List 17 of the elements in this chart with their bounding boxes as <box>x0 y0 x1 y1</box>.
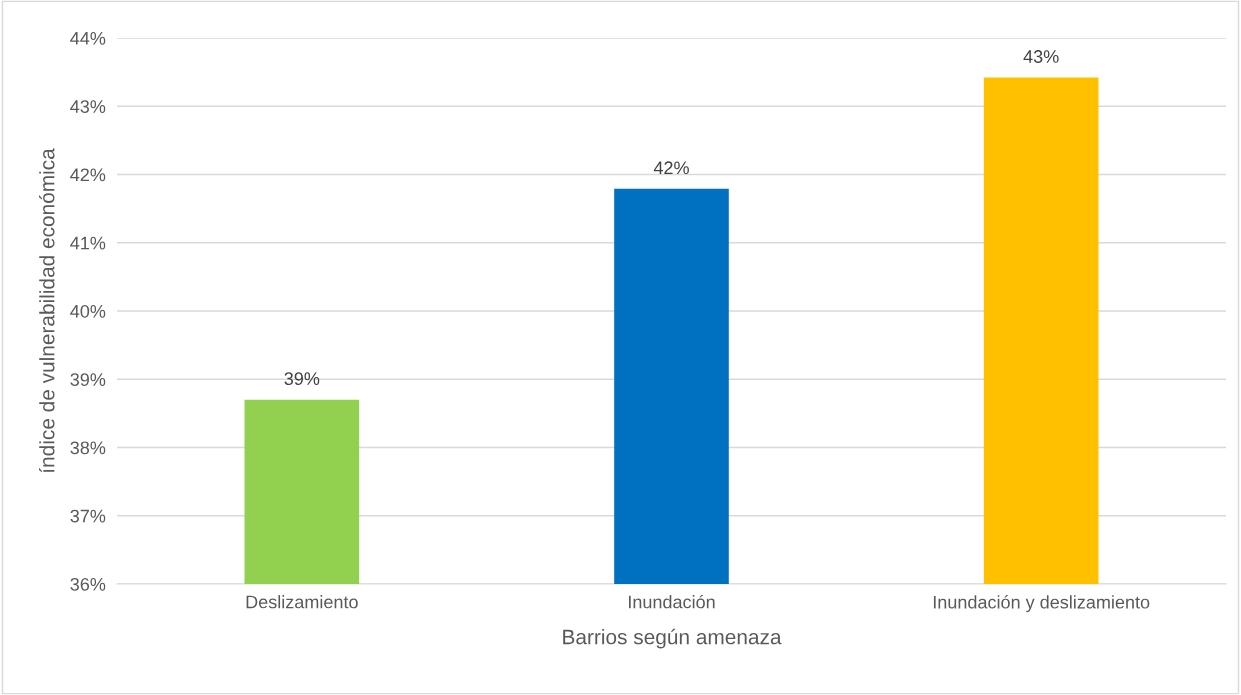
y-tick-label: 42% <box>70 168 106 182</box>
y-tick-label: 41% <box>70 236 106 250</box>
x-tick-label: Inundación <box>629 594 715 609</box>
data-label: 39% <box>284 372 320 386</box>
x-axis-title: Barrios según amenaza <box>563 628 782 649</box>
y-tick-label: 44% <box>70 32 106 45</box>
y-tick-label: 39% <box>70 373 106 386</box>
y-axis-title: índice de vulnerabilidad económica <box>38 148 55 473</box>
y-tick-label: 40% <box>70 304 106 318</box>
y-tick-label: 38% <box>70 441 106 455</box>
data-label: 42% <box>653 161 689 175</box>
y-tick-label: 43% <box>70 100 106 113</box>
y-tick-label: 36% <box>70 577 106 591</box>
data-label: 43% <box>1023 50 1059 63</box>
x-tick-label: Inundación y deslizamiento <box>933 595 1150 613</box>
y-tick-label: 37% <box>70 509 106 523</box>
x-tick-label: Deslizamiento <box>246 595 358 609</box>
